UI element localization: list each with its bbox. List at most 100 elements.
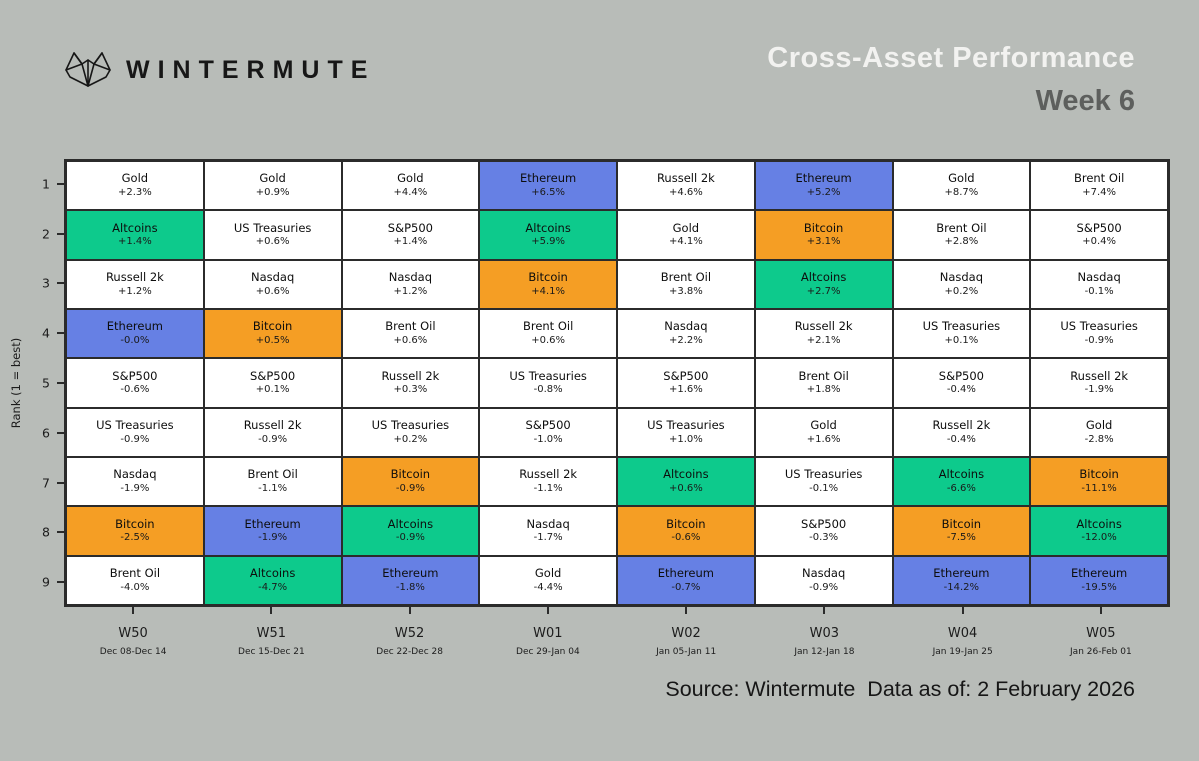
- week-tick-label: W50: [118, 626, 148, 641]
- asset-change: +0.1%: [255, 384, 290, 396]
- cell-w02-rank-5: S&P500 +1.6%: [617, 358, 755, 408]
- asset-change: -0.9%: [395, 482, 425, 494]
- week-tick-label: W01: [533, 626, 563, 641]
- asset-name: Nasdaq: [801, 566, 846, 581]
- x-axis-column-w50: W50 Dec 08-Dec 14: [64, 607, 202, 657]
- cell-w03-rank-1: Ethereum +5.2%: [754, 161, 893, 211]
- asset-name: US Treasuries: [922, 319, 1001, 334]
- cell-w02-rank-9: Ethereum -0.7%: [617, 555, 755, 605]
- cell-w04-rank-2: Brent Oil +2.8%: [892, 210, 1031, 260]
- asset-name: Ethereum: [244, 516, 301, 531]
- y-tick-mark: [57, 332, 64, 335]
- cell-w50-rank-4: Ethereum -0.0%: [66, 308, 204, 359]
- cell-w51-rank-9: Altcoins -4.7%: [203, 555, 342, 605]
- y-tick-mark: [57, 481, 64, 484]
- asset-change: +4.1%: [531, 285, 566, 297]
- cell-w52-rank-3: Nasdaq +1.2%: [341, 259, 480, 309]
- asset-name: Brent Oil: [936, 220, 987, 235]
- asset-name: Russell 2k: [105, 270, 164, 285]
- asset-change: -2.8%: [1084, 433, 1114, 445]
- asset-name: Russell 2k: [932, 418, 991, 433]
- asset-change: +2.1%: [806, 334, 841, 346]
- asset-name: Gold: [259, 171, 286, 186]
- asset-name: Ethereum: [657, 566, 714, 581]
- week-tick-label: W52: [394, 626, 425, 641]
- week-date-range-label: Dec 22-Dec 28: [376, 647, 443, 657]
- asset-change: -0.9%: [395, 532, 425, 544]
- asset-name: Gold: [534, 566, 562, 581]
- asset-name: US Treasuries: [509, 368, 587, 383]
- x-tick-mark: [408, 607, 411, 614]
- asset-change: +6.5%: [531, 186, 566, 198]
- asset-name: Brent Oil: [385, 319, 436, 334]
- asset-name: Altcoins: [249, 566, 296, 581]
- asset-name: Russell 2k: [794, 319, 853, 334]
- week-date-range-label: Jan 19-Jan 25: [932, 647, 993, 657]
- week-tick-label: W03: [809, 626, 840, 641]
- asset-change: -4.0%: [120, 581, 150, 593]
- asset-change: -1.9%: [120, 482, 150, 494]
- asset-name: Nasdaq: [1077, 270, 1121, 285]
- cell-w50-rank-6: US Treasuries -0.9%: [66, 407, 204, 457]
- rank-tick-label-8: 8: [42, 524, 50, 540]
- x-tick-mark: [132, 607, 135, 614]
- cell-w01-rank-4: Brent Oil +0.6%: [479, 308, 617, 359]
- y-tick-mark: [57, 232, 64, 235]
- cell-w01-rank-9: Gold -4.4%: [479, 555, 617, 605]
- asset-name: Altcoins: [1076, 516, 1122, 531]
- asset-change: +3.1%: [806, 236, 841, 248]
- asset-change: +2.7%: [806, 285, 841, 297]
- asset-change: +0.3%: [393, 384, 428, 396]
- asset-name: Brent Oil: [1073, 171, 1125, 186]
- cell-w52-rank-4: Brent Oil +0.6%: [341, 308, 480, 359]
- week-tick-label: W51: [256, 626, 287, 641]
- asset-name: US Treasuries: [233, 220, 312, 235]
- asset-name: US Treasuries: [1060, 319, 1138, 334]
- asset-change: +0.9%: [255, 186, 290, 198]
- cell-w52-rank-7: Bitcoin -0.9%: [341, 456, 480, 507]
- cell-w52-rank-8: Altcoins -0.9%: [341, 506, 480, 556]
- asset-change: +1.2%: [393, 285, 428, 297]
- asset-change: -0.8%: [533, 384, 563, 396]
- asset-change: -0.3%: [809, 532, 839, 544]
- x-axis-column-w04: W04 Jan 19-Jan 25: [894, 607, 1032, 657]
- cell-w04-rank-9: Ethereum -14.2%: [892, 555, 1031, 605]
- asset-name: Russell 2k: [519, 467, 578, 482]
- asset-name: Brent Oil: [522, 319, 574, 334]
- cell-w02-rank-3: Brent Oil +3.8%: [617, 259, 755, 309]
- asset-name: US Treasuries: [371, 418, 450, 433]
- x-axis-column-w03: W03 Jan 12-Jan 18: [755, 607, 893, 657]
- asset-name: S&P500: [525, 418, 571, 433]
- asset-change: -1.1%: [258, 482, 288, 494]
- cell-w02-rank-1: Russell 2k +4.6%: [617, 161, 755, 211]
- cell-w04-rank-4: US Treasuries +0.1%: [892, 308, 1031, 359]
- asset-name: Russell 2k: [243, 418, 302, 433]
- asset-change: -0.6%: [671, 532, 701, 544]
- asset-change: +5.2%: [806, 186, 841, 198]
- asset-change: -6.6%: [946, 482, 976, 494]
- asset-change: -1.7%: [533, 532, 563, 544]
- cell-w50-rank-7: Nasdaq -1.9%: [66, 456, 204, 507]
- asset-change: -0.7%: [671, 581, 701, 593]
- rank-tick-label-1: 1: [42, 176, 50, 192]
- asset-change: +0.6%: [531, 334, 566, 346]
- cell-w52-rank-6: US Treasuries +0.2%: [341, 407, 480, 457]
- asset-change: +2.3%: [117, 186, 152, 198]
- x-axis-column-w51: W51 Dec 15-Dec 21: [202, 607, 340, 657]
- asset-name: US Treasuries: [647, 418, 725, 433]
- asset-change: -0.9%: [1084, 334, 1114, 346]
- cell-w05-rank-8: Altcoins -12.0%: [1030, 506, 1168, 556]
- asset-change: -0.4%: [946, 433, 976, 445]
- cell-w05-rank-3: Nasdaq -0.1%: [1030, 259, 1168, 309]
- brand-wordmark: WINTERMUTE: [126, 55, 376, 84]
- asset-name: Nasdaq: [939, 270, 984, 285]
- asset-change: -4.7%: [258, 581, 288, 593]
- asset-name: Altcoins: [800, 270, 847, 285]
- asset-change: -1.9%: [1084, 384, 1114, 396]
- asset-change: -19.5%: [1081, 581, 1117, 593]
- asset-change: +5.9%: [531, 236, 566, 248]
- asset-name: Gold: [1085, 418, 1113, 433]
- y-axis: 1 2 3 4 5 6 7 8 9: [0, 159, 64, 607]
- asset-change: +4.1%: [668, 236, 703, 248]
